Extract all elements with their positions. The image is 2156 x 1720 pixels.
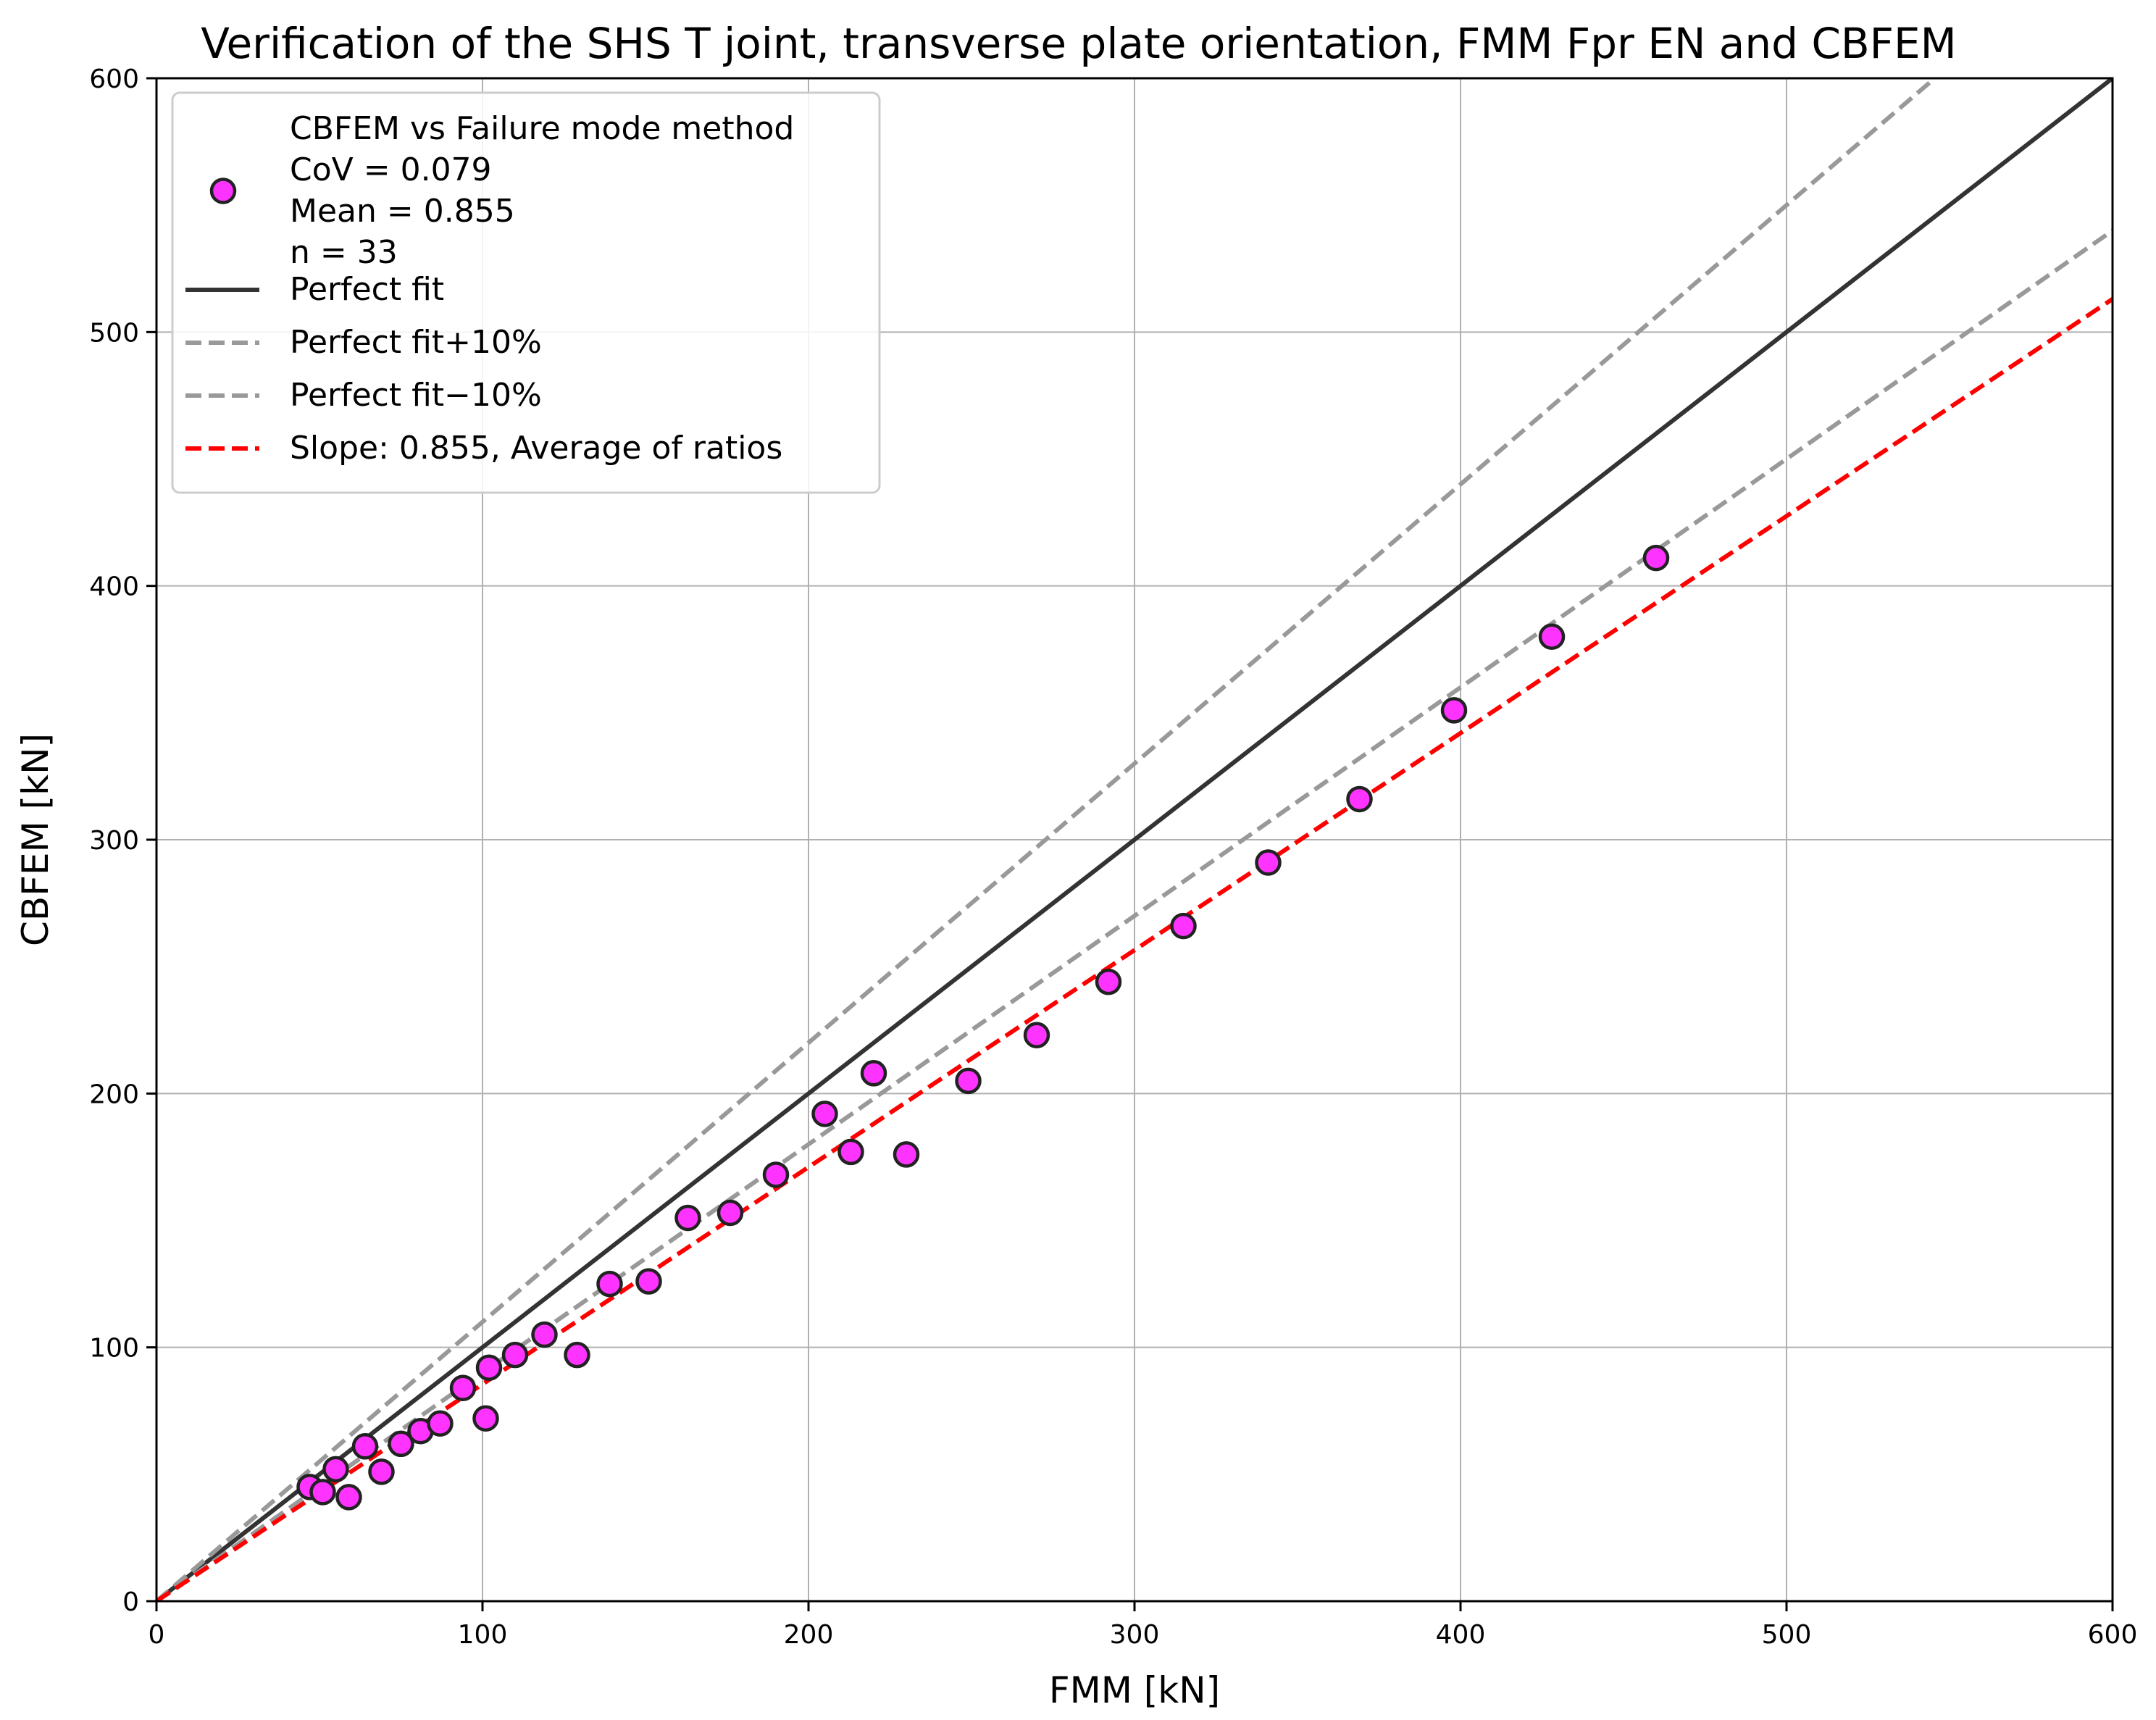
data-point xyxy=(427,1410,454,1437)
data-point xyxy=(860,1060,887,1087)
y-tick-label: 500 xyxy=(89,318,139,348)
y-tick-label: 100 xyxy=(89,1334,139,1364)
data-point xyxy=(1440,697,1468,724)
data-point xyxy=(335,1484,362,1511)
x-tick-label: 500 xyxy=(1762,1620,1812,1650)
data-point xyxy=(1023,1022,1050,1049)
legend-line-label: Perfect fit−10% xyxy=(290,377,542,414)
data-point xyxy=(716,1199,744,1227)
y-axis-label: CBFEM [kN] xyxy=(14,733,57,946)
data-point xyxy=(1255,849,1282,876)
x-tick-label: 400 xyxy=(1436,1620,1486,1650)
data-point xyxy=(322,1456,349,1483)
x-tick-label: 0 xyxy=(149,1620,165,1650)
data-point xyxy=(1642,544,1670,572)
y-tick-label: 400 xyxy=(89,572,139,602)
reference-line xyxy=(156,78,2113,1601)
data-point xyxy=(837,1138,864,1166)
data-point xyxy=(1346,785,1373,813)
data-point xyxy=(762,1161,790,1188)
legend-box xyxy=(171,91,881,494)
data-point xyxy=(501,1341,529,1369)
legend-scatter-label: Mean = 0.855 xyxy=(290,193,515,230)
x-tick-label: 100 xyxy=(458,1620,508,1650)
y-tick-label: 0 xyxy=(122,1587,139,1617)
legend-scatter-label: CoV = 0.079 xyxy=(290,151,492,188)
legend-line-label: Perfect fit+10% xyxy=(290,324,542,361)
data-point xyxy=(893,1141,920,1168)
reference-line xyxy=(156,297,2113,1601)
data-point xyxy=(674,1204,701,1232)
data-point xyxy=(1170,912,1197,940)
data-point xyxy=(449,1374,477,1401)
legend-scatter-label: CBFEM vs Failure mode method xyxy=(290,110,794,147)
legend: CBFEM vs Failure mode method CoV = 0.079 M… xyxy=(171,91,881,494)
legend-line-label: Slope: 0.855, Average of ratios xyxy=(290,430,782,467)
x-axis-label: FMM [kN] xyxy=(1049,1669,1220,1711)
x-tick-label: 600 xyxy=(2088,1620,2138,1650)
data-point xyxy=(1538,623,1566,650)
data-point xyxy=(388,1430,414,1458)
y-tick-label: 300 xyxy=(89,826,139,856)
legend-line-label: Perfect fit xyxy=(290,271,444,308)
x-tick-label: 200 xyxy=(784,1620,834,1650)
data-point xyxy=(475,1354,503,1381)
data-point xyxy=(472,1405,499,1432)
legend-scatter-label: n = 33 xyxy=(290,234,398,271)
data-point xyxy=(564,1341,590,1369)
data-point xyxy=(351,1433,379,1460)
data-point xyxy=(531,1321,558,1348)
x-tick-label: 300 xyxy=(1110,1620,1160,1650)
reference-line xyxy=(156,78,1939,1601)
y-tick-label: 200 xyxy=(89,1080,139,1109)
data-point xyxy=(635,1268,662,1295)
data-point xyxy=(955,1067,982,1095)
data-point xyxy=(811,1101,838,1127)
chart-title: Verification of the SHS T joint, transve… xyxy=(201,19,1956,68)
data-point xyxy=(1095,968,1122,995)
scatter-points xyxy=(296,544,1670,1511)
data-point xyxy=(368,1458,395,1485)
axis-ticks: 0 100 200 300 400 500 600 0 100 200 300 400 500 600 xyxy=(89,64,2137,1650)
data-point xyxy=(596,1270,623,1298)
legend-scatter-marker xyxy=(209,178,237,204)
data-point xyxy=(309,1479,336,1506)
y-tick-label: 600 xyxy=(89,64,139,94)
